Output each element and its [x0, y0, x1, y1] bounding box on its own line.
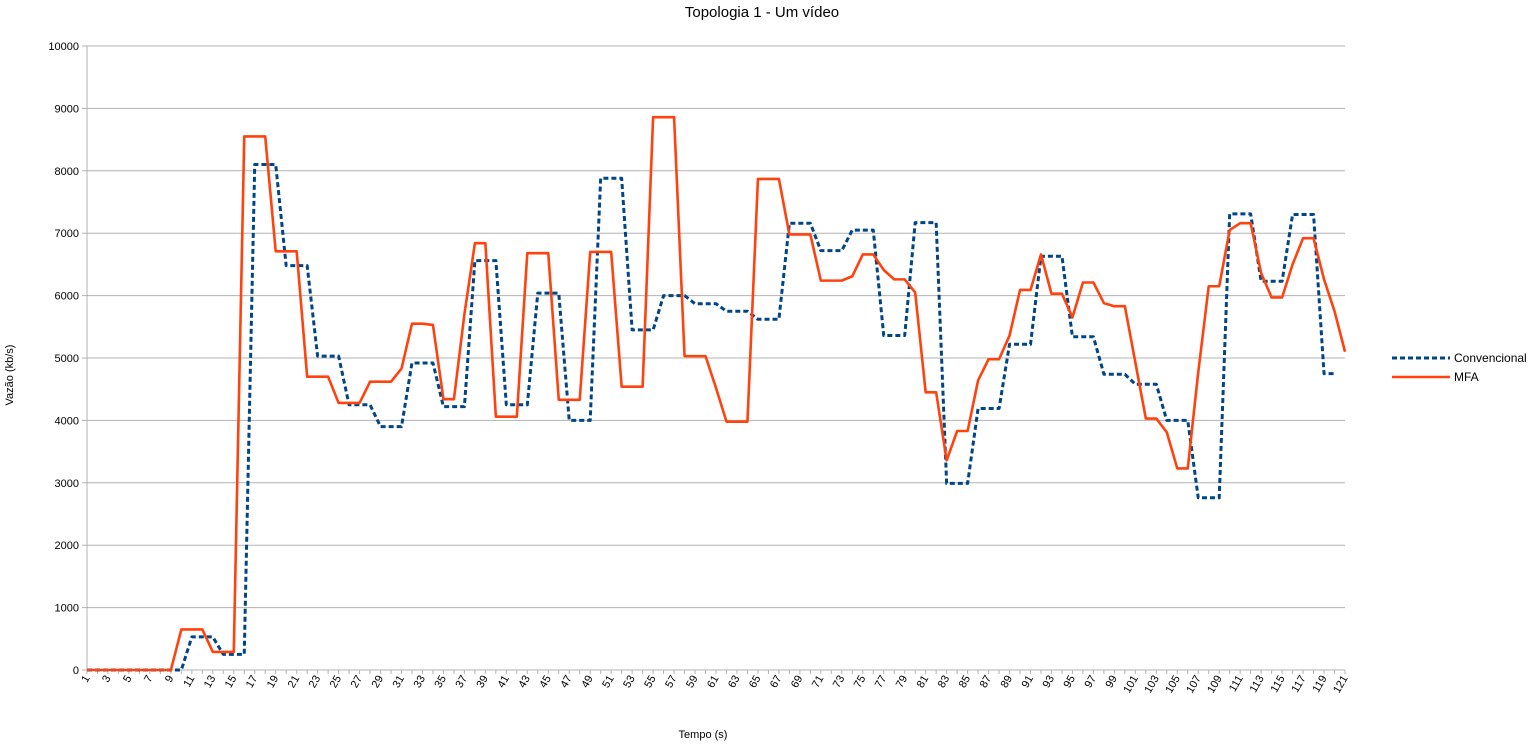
x-tick-label: 69: [789, 674, 806, 691]
x-tick-label: 65: [747, 674, 764, 691]
x-tick-label: 73: [831, 674, 848, 691]
x-tick-label: 45: [537, 674, 554, 691]
x-tick-label: 83: [936, 674, 953, 691]
x-axis-label: Tempo (s): [679, 729, 728, 741]
x-tick-label: 29: [370, 674, 387, 691]
x-tick-label: 71: [810, 674, 827, 691]
y-tick-label: 1000: [55, 603, 79, 615]
x-tick-label: 15: [223, 674, 240, 691]
x-tick-label: 119: [1310, 674, 1329, 695]
x-tick-label: 43: [516, 674, 533, 691]
x-tick-labels: 1 3 5 7 9 11 13 15 17 19 21 23 25 27 29 31 33 35 37 39 41 43 4…: [79, 670, 1351, 696]
x-tick-label: 117: [1289, 674, 1308, 695]
x-tick-label: 37: [453, 674, 470, 691]
x-tick-label: 17: [244, 674, 261, 691]
x-tick-label: 35: [433, 674, 450, 691]
x-tick-label: 113: [1248, 674, 1267, 695]
y-tick-label: 2000: [55, 540, 79, 552]
y-tick-labels: 0 1000 2000 3000 4000 5000 6000 7000 8000 9000 100…: [48, 41, 87, 677]
y-axis-label: Vazão (kb/s): [4, 345, 16, 406]
x-tick-label: 67: [768, 674, 785, 691]
y-tick-label: 9000: [55, 103, 79, 115]
x-tick-label: 3: [100, 674, 113, 685]
x-tick-label: 81: [915, 674, 932, 691]
series-line-convencional: [87, 163, 1335, 672]
y-tick-label: 0: [73, 665, 79, 677]
x-tick-label: 99: [1103, 674, 1120, 691]
x-tick-label: 107: [1184, 674, 1204, 696]
x-tick-label: 77: [873, 674, 890, 691]
x-tick-label: 1: [79, 674, 92, 685]
series-lines: [87, 115, 1347, 672]
legend-label-mfa: MFA: [1454, 370, 1479, 384]
gridlines: [87, 45, 1345, 609]
y-tick-label: 10000: [48, 41, 79, 53]
x-tick-label: 111: [1227, 674, 1246, 694]
y-tick-label: 4000: [55, 415, 79, 427]
x-tick-label: 19: [265, 674, 282, 691]
x-tick-label: 27: [349, 674, 366, 691]
x-tick-label: 103: [1142, 674, 1162, 696]
x-tick-label: 91: [1020, 674, 1037, 691]
x-tick-label: 49: [579, 674, 596, 691]
x-tick-label: 63: [726, 674, 743, 691]
y-tick-label: 8000: [55, 166, 79, 178]
x-tick-label: 97: [1082, 674, 1099, 691]
x-tick-label: 7: [142, 674, 155, 685]
x-tick-label: 93: [1041, 674, 1058, 691]
x-tick-label: 11: [181, 674, 197, 690]
x-tick-label: 39: [474, 674, 491, 691]
x-tick-label: 105: [1163, 674, 1183, 696]
x-tick-label: 31: [391, 674, 408, 691]
x-tick-label: 57: [663, 674, 680, 691]
y-tick-label: 7000: [55, 228, 79, 240]
x-tick-label: 109: [1205, 674, 1225, 696]
x-tick-label: 47: [558, 674, 575, 691]
x-tick-label: 95: [1062, 674, 1079, 691]
x-tick-label: 79: [894, 674, 911, 691]
x-tick-label: 23: [307, 674, 324, 691]
x-tick-label: 75: [852, 674, 869, 691]
x-tick-label: 25: [328, 674, 345, 691]
series-line-mfa: [87, 115, 1347, 672]
x-tick-label: 87: [978, 674, 995, 691]
y-tick-label: 3000: [55, 478, 79, 490]
x-tick-label: 41: [495, 674, 512, 691]
legend: Convencional MFA: [1392, 351, 1527, 384]
x-tick-label: 21: [286, 674, 303, 691]
x-tick-label: 121: [1331, 674, 1351, 696]
x-tick-label: 5: [121, 674, 134, 685]
y-tick-label: 6000: [55, 291, 79, 303]
x-tick-label: 59: [684, 674, 701, 691]
x-tick-label: 115: [1269, 674, 1288, 695]
chart-title: Topologia 1 - Um vídeo: [685, 4, 839, 21]
y-tick-label: 5000: [55, 353, 79, 365]
x-tick-label: 61: [705, 674, 722, 691]
x-tick-label: 101: [1121, 674, 1141, 696]
x-tick-label: 89: [999, 674, 1016, 691]
x-tick-label: 55: [642, 674, 659, 691]
x-tick-label: 33: [412, 674, 429, 691]
x-tick-label: 9: [163, 674, 176, 685]
legend-label-convencional: Convencional: [1454, 351, 1527, 365]
x-tick-label: 13: [202, 674, 219, 691]
x-tick-label: 51: [600, 674, 617, 691]
x-tick-label: 85: [957, 674, 974, 691]
x-tick-label: 53: [621, 674, 638, 691]
